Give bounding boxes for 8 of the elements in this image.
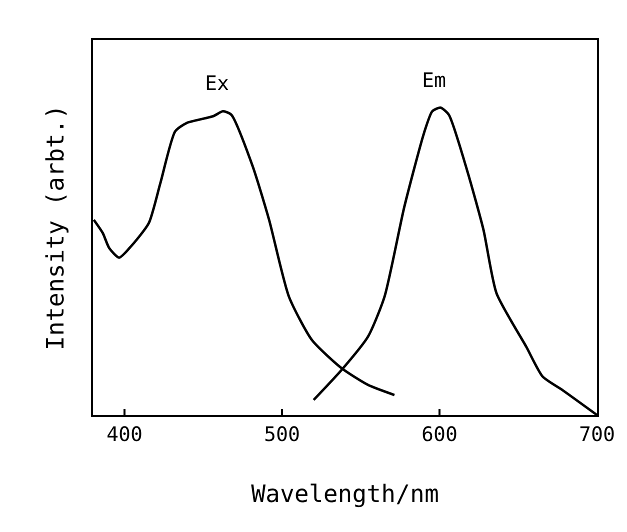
x-tick-label: 500 — [264, 422, 300, 446]
x-axis-title: Wavelength/nm — [251, 480, 439, 508]
x-tick-label: 600 — [421, 422, 458, 446]
x-tick-label: 700 — [578, 422, 616, 446]
y-axis-title: Intensity (arbt.) — [42, 104, 70, 350]
series-label: Em — [422, 68, 446, 92]
series-label: Ex — [205, 71, 230, 95]
x-tick-label: 400 — [106, 422, 143, 446]
